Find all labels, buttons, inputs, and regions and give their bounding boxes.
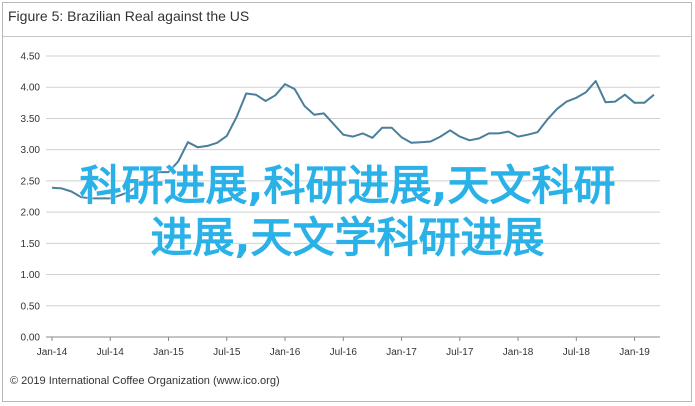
x-tick-label: Jan-17	[386, 347, 417, 358]
x-tick-label: Jul-17	[446, 347, 474, 358]
y-tick-label: 4.00	[21, 83, 41, 94]
y-tick-label: 3.50	[21, 114, 41, 125]
x-tick-label: Jan-14	[37, 347, 68, 358]
y-tick-label: 4.50	[21, 52, 41, 63]
figure-frame	[2, 2, 692, 402]
series-layer	[51, 80, 655, 200]
y-tick-label: 0.50	[21, 301, 41, 312]
x-tick-label: Jul-18	[563, 347, 591, 358]
x-tick-label: Jan-19	[619, 347, 650, 358]
watermark-overlay-line-1: 科研进展,科研进展,天文科研	[79, 161, 616, 210]
y-tick-label: 1.50	[21, 239, 41, 250]
y-tick-label: 1.00	[21, 270, 41, 281]
figure-title: Figure 5: Brazilian Real against the US	[8, 8, 250, 24]
x-tick-label: Jul-16	[330, 347, 358, 358]
gridlines	[46, 55, 660, 338]
x-tick-label: Jul-14	[97, 347, 125, 358]
y-tick-label: 2.00	[21, 208, 41, 219]
x-axis-ticks: Jan-14 Jul-14 Jan-15 Jul-15 Jan-16 Jul-16 Jan-…	[37, 336, 660, 358]
y-tick-label: 2.50	[21, 176, 41, 187]
title-divider	[3, 36, 691, 37]
x-tick-label: Jan-15	[153, 347, 184, 358]
x-tick-label: Jan-18	[503, 347, 534, 358]
watermark-overlay-line-2: 进展,天文学科研进展	[150, 213, 545, 262]
x-tick-label: Jul-15	[213, 347, 241, 358]
series-line-0	[51, 80, 655, 200]
copyright-footer: © 2019 International Coffee Organization…	[10, 375, 280, 387]
x-tick-label: Jan-16	[270, 347, 301, 358]
y-tick-label: 3.00	[21, 145, 41, 156]
y-axis-ticks: 0.00 0.50 1.00 1.50 2.00 2.50 3.00 3.50 4.00 4.50	[21, 52, 41, 344]
y-tick-label: 0.00	[21, 333, 41, 344]
